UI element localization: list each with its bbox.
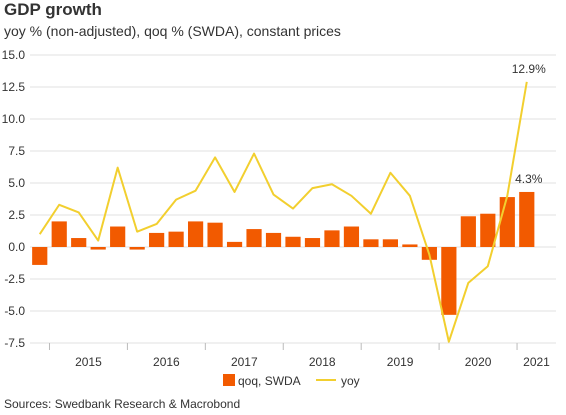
legend-label: qoq, SWDA [238, 374, 301, 388]
bar [168, 231, 184, 247]
x-tick-label: 2018 [309, 355, 336, 369]
bar [129, 247, 145, 250]
bar [363, 239, 379, 247]
bar [226, 241, 243, 247]
data-label: 12.9% [512, 62, 546, 76]
bar [149, 232, 165, 247]
bar [32, 247, 48, 265]
y-tick-label: 12.5 [2, 80, 26, 94]
bar [90, 247, 106, 250]
bar [304, 238, 321, 247]
bar [519, 191, 535, 247]
bar [441, 247, 457, 315]
chart-subtitle: yoy % (non-adjusted), qoq % (SWDA), cons… [4, 23, 341, 39]
x-tick-label: 2021 [523, 355, 550, 369]
bar [265, 232, 282, 247]
chart-title: GDP growth [4, 0, 102, 19]
bar [285, 236, 301, 247]
legend-label: yoy [341, 374, 360, 388]
bar [382, 239, 399, 247]
y-tick-label: 7.5 [8, 144, 25, 158]
y-tick-label: -5.0 [4, 304, 25, 318]
legend-swatch-bar [223, 374, 235, 386]
x-tick-label: 2017 [231, 355, 258, 369]
y-tick-label: 10.0 [2, 112, 26, 126]
bar [246, 229, 262, 247]
bar [343, 226, 360, 247]
y-tick-label: 5.0 [8, 176, 25, 190]
y-tick-label: 15.0 [2, 48, 26, 62]
bar [480, 213, 496, 247]
source-note: Sources: Swedbank Research & Macrobond [4, 397, 241, 411]
x-tick-label: 2020 [465, 355, 492, 369]
bar [187, 221, 204, 247]
bar [402, 244, 418, 247]
bar [324, 230, 340, 247]
bar [51, 221, 67, 247]
y-tick-label: -2.5 [4, 272, 25, 286]
x-tick-label: 2016 [153, 355, 180, 369]
data-label: 4.3% [515, 172, 543, 186]
x-tick-label: 2015 [75, 355, 102, 369]
y-tick-label: 0.0 [8, 240, 25, 254]
bar [460, 216, 476, 247]
yoy-line [38, 81, 528, 343]
bar [71, 238, 87, 247]
y-tick-label: -7.5 [4, 336, 25, 350]
y-tick-label: 2.5 [8, 208, 25, 222]
bar [110, 226, 126, 247]
bar [499, 197, 515, 247]
x-tick-label: 2019 [387, 355, 414, 369]
bar [207, 222, 223, 247]
